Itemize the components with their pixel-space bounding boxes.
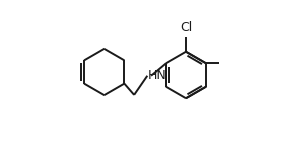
Text: HN: HN bbox=[147, 69, 166, 82]
Text: Cl: Cl bbox=[180, 21, 192, 34]
